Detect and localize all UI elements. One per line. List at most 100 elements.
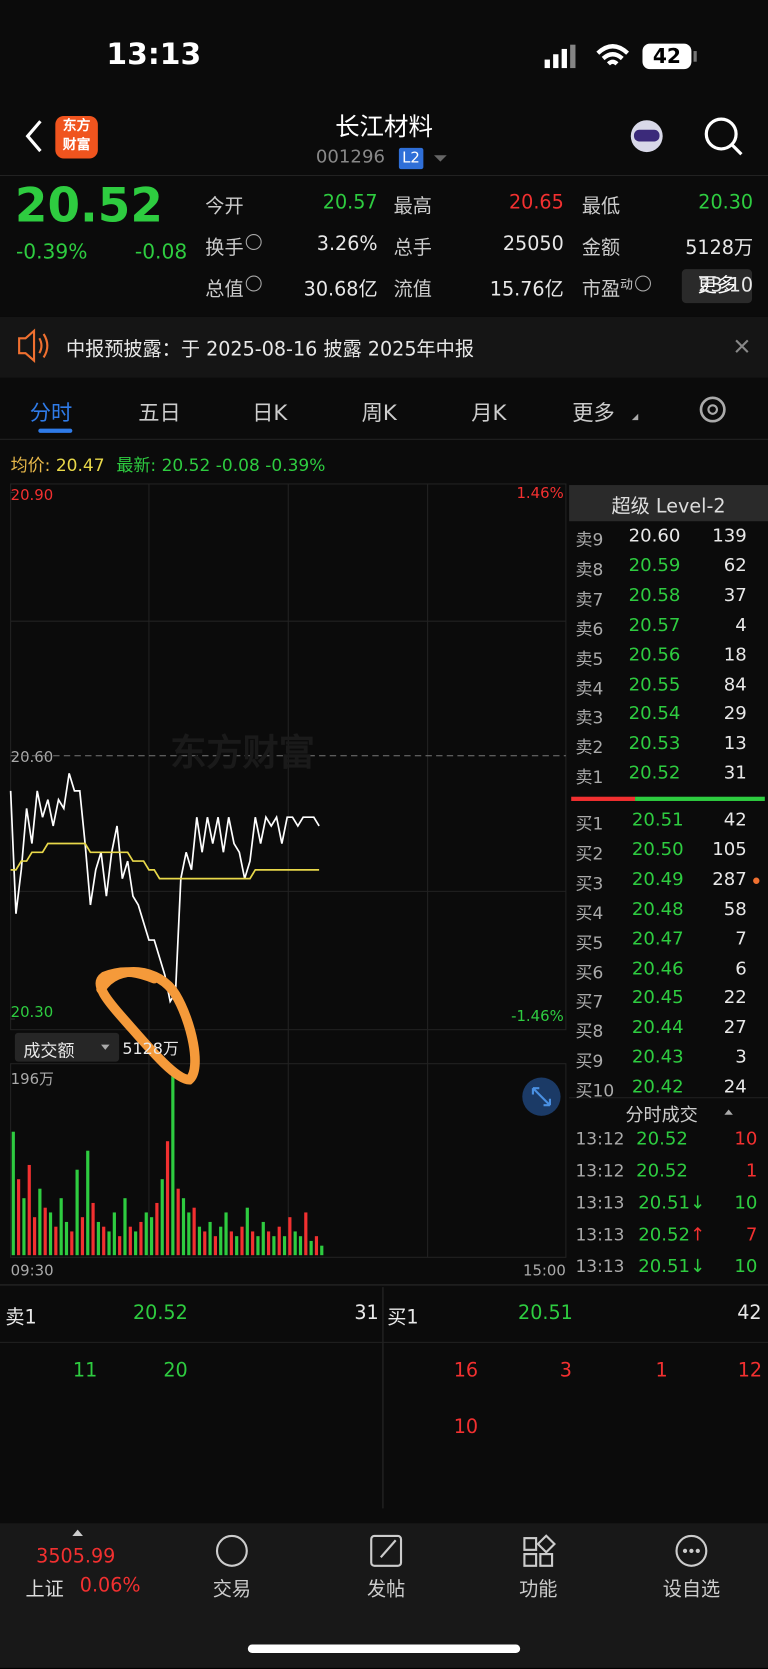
trade-arrow: ↑ xyxy=(689,1224,706,1246)
volume-bar xyxy=(240,1226,244,1256)
field-value: 25050 xyxy=(502,232,564,256)
dropdown-icon[interactable] xyxy=(433,155,447,162)
tab[interactable]: 月K xyxy=(471,399,507,426)
volume-max: 196万 xyxy=(10,1071,54,1089)
ask-label: 卖2 xyxy=(575,737,604,758)
field-sup: 动 xyxy=(620,276,633,292)
ask-price: 20.59 xyxy=(628,555,681,577)
volume-bar xyxy=(165,1141,170,1256)
info-icon[interactable] xyxy=(245,275,262,292)
volume-bar xyxy=(266,1231,271,1256)
notice-text[interactable]: 中报预披露：于 2025-08-16 披露 2025年中报 xyxy=(65,338,474,361)
bid-qty: 287 xyxy=(712,868,747,891)
volume-bar xyxy=(112,1212,116,1256)
field-value: 20.30 xyxy=(698,191,754,214)
info-icon[interactable] xyxy=(245,234,262,250)
more-button[interactable]: 更多 xyxy=(681,269,753,304)
tab[interactable]: 周K xyxy=(361,399,397,426)
volume-bar xyxy=(261,1221,265,1256)
trade-icon[interactable] xyxy=(215,1534,248,1567)
bid-qty: 27 xyxy=(723,1017,747,1039)
volume-bar xyxy=(139,1221,143,1256)
buy-order: 16 xyxy=(453,1359,479,1382)
stock-name: 长江材料 xyxy=(335,113,433,142)
volume-bar xyxy=(123,1198,127,1256)
volume-bar xyxy=(38,1188,42,1256)
field-value: 30.68亿 xyxy=(303,278,378,302)
volume-bar xyxy=(229,1231,233,1256)
sell-price: 20.52 xyxy=(132,1301,188,1325)
search-handle xyxy=(730,143,743,156)
tab[interactable]: 分时 xyxy=(29,399,73,426)
trades-title[interactable]: 分时成交 xyxy=(625,1105,698,1127)
trade-arrow: ↓ xyxy=(689,1256,706,1278)
volume-bar xyxy=(54,1226,58,1256)
volume-bar xyxy=(293,1231,297,1256)
index-name[interactable]: 上证 xyxy=(25,1578,64,1601)
last-price: 20.52 xyxy=(14,178,163,233)
price-line xyxy=(9,773,320,1004)
volume-dropdown[interactable] xyxy=(14,1032,120,1062)
bid-qty: 22 xyxy=(723,987,747,1009)
volume-label[interactable]: 成交额 xyxy=(23,1040,75,1061)
ask-label: 卖6 xyxy=(575,618,604,639)
index-pct[interactable]: 0.06% xyxy=(79,1574,141,1597)
ratio-bar-buy xyxy=(635,796,765,801)
nav-label[interactable]: 发帖 xyxy=(366,1578,406,1601)
tab[interactable]: 五日 xyxy=(138,399,181,426)
tab[interactable]: 日K xyxy=(252,399,288,426)
field-label: 换手 xyxy=(205,233,262,261)
last-pct: -0.39% xyxy=(265,455,326,476)
field-value: 20.65 xyxy=(508,191,564,214)
pct-bottom: -1.46% xyxy=(511,1008,564,1026)
notice-bg xyxy=(0,316,768,378)
index-caret xyxy=(72,1529,83,1536)
bid-price: 20.42 xyxy=(631,1076,684,1098)
sell-label: 卖1 xyxy=(5,1306,37,1329)
level2-title: 超级 Level-2 xyxy=(611,495,726,519)
speaker-icon xyxy=(18,328,36,363)
nav-label[interactable]: 设自选 xyxy=(662,1578,721,1601)
watchlist-icon[interactable] xyxy=(675,1534,708,1567)
stock-code: 001296 xyxy=(315,146,385,169)
level2-header-bg xyxy=(569,485,768,522)
close-icon[interactable] xyxy=(735,339,749,353)
logo-text: 东方 财富 xyxy=(55,117,98,155)
ask-label: 卖4 xyxy=(575,678,604,699)
volume-bar xyxy=(43,1207,47,1256)
search-icon[interactable] xyxy=(704,117,738,151)
trade-time: 13:13 xyxy=(575,1256,625,1277)
info-icon[interactable] xyxy=(635,275,652,292)
tab[interactable]: 更多 xyxy=(572,399,615,426)
collapse-caret xyxy=(724,1109,733,1115)
volume-bar xyxy=(22,1198,26,1256)
post-icon[interactable] xyxy=(370,1534,403,1567)
volume-bar xyxy=(298,1236,303,1256)
settings-icon[interactable] xyxy=(699,396,726,423)
field-label: 流值 xyxy=(393,278,432,302)
volume-bar xyxy=(181,1198,186,1256)
nav-label[interactable]: 交易 xyxy=(212,1578,252,1601)
watchlist-dots xyxy=(682,1548,700,1554)
index-value[interactable]: 3505.99 xyxy=(36,1545,116,1568)
avg-line xyxy=(10,842,320,880)
bid-label: 买7 xyxy=(575,991,604,1013)
bid-label: 买1 xyxy=(575,813,604,834)
volume-bar xyxy=(320,1245,324,1256)
volume-bar xyxy=(128,1226,132,1256)
volume-bar xyxy=(134,1231,138,1256)
function-icon[interactable] xyxy=(523,1534,556,1567)
bid-price: 20.43 xyxy=(631,1046,684,1069)
volume-frame xyxy=(10,1063,567,1258)
trade-time: 13:13 xyxy=(575,1192,625,1213)
trade-price: 20.51↓ xyxy=(638,1192,706,1214)
volume-bar xyxy=(64,1221,69,1256)
volume-bar xyxy=(256,1236,260,1256)
ask-label: 卖1 xyxy=(575,767,604,788)
ask-qty: 18 xyxy=(723,644,747,666)
last-label: 最新: xyxy=(116,455,157,476)
nav-label[interactable]: 功能 xyxy=(519,1578,558,1601)
back-icon[interactable] xyxy=(25,120,42,153)
volume-bar xyxy=(277,1226,281,1256)
trade-price: 20.52 xyxy=(636,1128,688,1150)
